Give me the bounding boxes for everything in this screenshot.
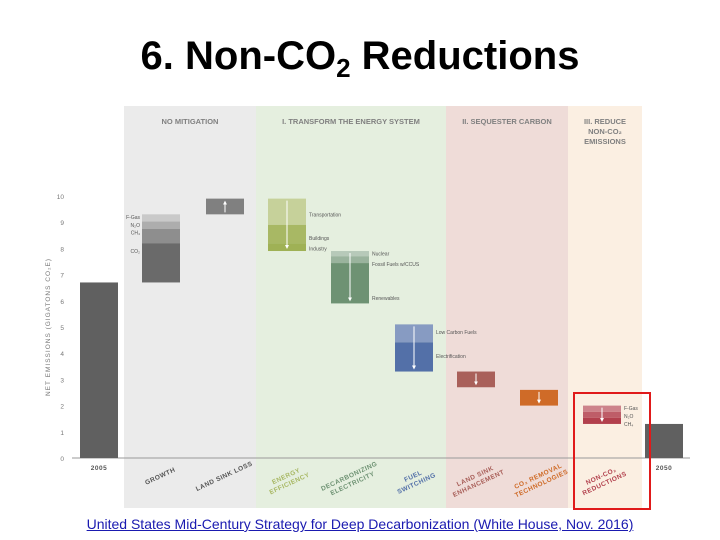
- annotation-label: N₂O: [624, 414, 634, 420]
- panel-label-reduce: III. REDUCE NON-CO₂ EMISSIONS: [584, 117, 626, 146]
- annotation-label: F-Gas: [126, 215, 140, 221]
- bar-segment-co2: [142, 243, 180, 283]
- bar-segment-n2o: [142, 221, 180, 229]
- bar-segment-f-gas: [142, 214, 180, 222]
- annotation-label: Renewables: [372, 296, 400, 302]
- bar-fuel-switching: [395, 324, 433, 372]
- bar-co2-removal-technologies: [520, 389, 558, 406]
- annotation-label: CO₂: [131, 249, 141, 255]
- y-tick-label: 0: [60, 456, 64, 463]
- y-tick-label: 5: [60, 325, 64, 332]
- title-subscript: 2: [336, 53, 351, 83]
- highlight-box: [573, 392, 651, 510]
- panel-label-sequester: II. SEQUESTER CARBON: [462, 117, 552, 126]
- title-main: 6. Non-CO: [140, 34, 337, 78]
- bar-energy-efficiency: [268, 198, 306, 252]
- annotation-label: CH₄: [131, 231, 140, 237]
- y-tick-label: 7: [60, 273, 64, 280]
- annotation-label: CH₄: [624, 422, 633, 428]
- bar-growth: [142, 214, 180, 283]
- y-tick-label: 2: [60, 404, 64, 411]
- bar-rect: [80, 282, 118, 458]
- annotation-label: Low Carbon Fuels: [436, 330, 477, 336]
- title-end: Reductions: [350, 34, 580, 78]
- y-axis-label: NET EMISSIONS (GIGATONS CO₂E): [45, 258, 52, 396]
- y-tick-label: 1: [60, 430, 64, 437]
- bar-rect: [645, 423, 683, 458]
- waterfall-chart: NO MITIGATION I. TRANSFORM THE ENERGY SYS…: [45, 106, 690, 510]
- y-tick-label: 9: [60, 220, 64, 227]
- annotation-label: N₂O: [131, 223, 141, 229]
- y-tick-label: 3: [60, 377, 64, 384]
- y-tick-label: 6: [60, 299, 64, 306]
- panel-label-transform: I. TRANSFORM THE ENERGY SYSTEM: [282, 117, 420, 126]
- panel-transform: [256, 106, 446, 508]
- bar-non-co2-reductions: [583, 405, 621, 424]
- bar-land-sink-loss: [206, 198, 244, 215]
- y-tick-label: 10: [57, 194, 65, 201]
- annotation-label: Industry: [309, 246, 327, 252]
- category-label-2005: 2005: [91, 465, 107, 472]
- y-tick-label: 4: [60, 351, 64, 358]
- bar-land-sink-enhancement: [457, 371, 495, 388]
- annotation-label: F-Gas: [624, 406, 638, 412]
- panel-no-mitigation: [124, 106, 256, 508]
- panel-sequester: [446, 106, 568, 508]
- annotation-label: Transportation: [309, 212, 341, 218]
- bar-2005: [80, 282, 118, 458]
- slide-title: 6. Non-CO2 Reductions: [0, 34, 720, 84]
- category-label-2050: 2050: [656, 465, 672, 472]
- panel-reduce: [568, 106, 642, 508]
- bar-decarbonizing-electricity: [331, 251, 369, 304]
- bar-2050: [645, 423, 683, 458]
- source-citation-link[interactable]: United States Mid-Century Strategy for D…: [86, 516, 634, 532]
- annotation-label: Nuclear: [372, 252, 390, 258]
- panel-label-no-mitigation: NO MITIGATION: [162, 117, 219, 126]
- y-tick-label: 8: [60, 246, 64, 253]
- annotation-label: Electrification: [436, 354, 466, 360]
- annotation-label: Buildings: [309, 236, 330, 242]
- annotation-label: Fossil Fuels w/CCUS: [372, 262, 420, 268]
- bar-segment-ch4: [142, 228, 180, 244]
